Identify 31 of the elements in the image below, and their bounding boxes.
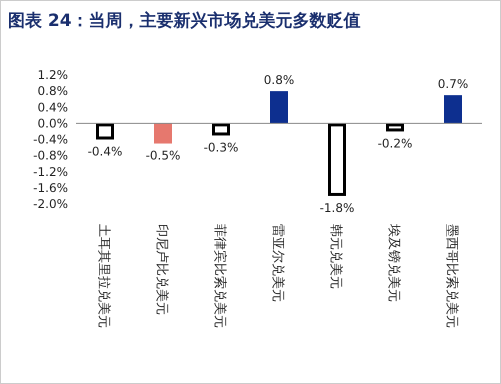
data-label: 0.8% bbox=[264, 73, 294, 88]
y-tick-label: 0.4% bbox=[38, 100, 68, 114]
data-label: -0.3% bbox=[204, 140, 238, 154]
bar bbox=[386, 123, 404, 132]
bar bbox=[270, 91, 288, 124]
bar bbox=[154, 123, 172, 144]
bar bbox=[96, 123, 114, 140]
data-label: -0.4% bbox=[88, 144, 122, 158]
chart-title: 图表 24：当周，主要新兴市场兑美元多数贬值 bbox=[8, 11, 361, 31]
x-tick-label: 韩元兑美元 bbox=[328, 224, 344, 289]
x-tick-label: 埃及镑兑美元 bbox=[386, 223, 402, 302]
data-label: -1.8% bbox=[320, 200, 354, 215]
data-label: -0.5% bbox=[146, 148, 180, 163]
y-tick-label: -1.2% bbox=[33, 164, 68, 179]
x-tick-label: 墨西哥比索兑美元 bbox=[444, 224, 460, 328]
y-tick-label: 0.8% bbox=[38, 84, 68, 98]
data-label: 0.7% bbox=[438, 77, 468, 92]
x-tick-label: 土耳其里拉兑美元 bbox=[96, 224, 112, 328]
y-tick-label: -0.8% bbox=[33, 148, 68, 163]
bar bbox=[212, 123, 230, 136]
y-tick-label: 1.2% bbox=[38, 68, 68, 82]
y-tick-label: -1.6% bbox=[33, 180, 68, 195]
y-tick-label: 0.0% bbox=[38, 116, 68, 130]
data-label: -0.2% bbox=[378, 136, 412, 150]
x-tick-label: 雷亚尔兑美元 bbox=[270, 224, 286, 302]
x-tick-label: 印尼卢比兑美元 bbox=[154, 224, 170, 315]
bar bbox=[444, 95, 462, 124]
bar bbox=[328, 123, 346, 196]
y-tick-label: -2.0% bbox=[33, 197, 68, 211]
y-tick-label: -0.4% bbox=[33, 132, 68, 146]
x-tick-label: 菲律宾比索兑美元 bbox=[212, 224, 228, 328]
